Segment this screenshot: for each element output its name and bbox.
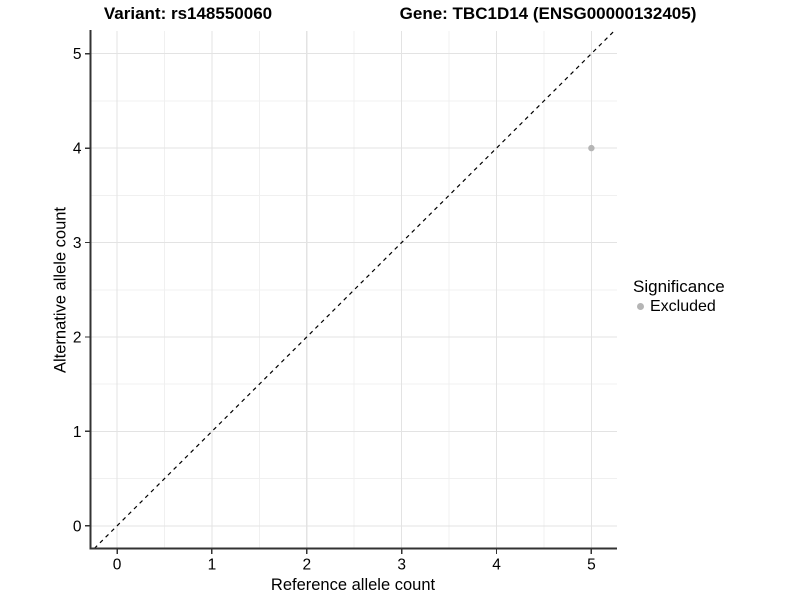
legend-title: Significance — [633, 277, 725, 296]
legend: Significance Excluded — [633, 277, 725, 315]
identity-line — [93, 30, 615, 549]
y-axis-title: Alternative allele count — [51, 206, 70, 374]
excluded-point-icon — [637, 303, 644, 310]
y-tick-label: 5 — [73, 46, 82, 63]
gene-title: Gene: TBC1D14 (ENSG00000132405) — [399, 4, 697, 23]
x-tick-label: 2 — [302, 557, 311, 574]
legend-item-label: Excluded — [650, 297, 716, 315]
x-axis-title: Reference allele count — [270, 576, 436, 594]
y-tick-label: 4 — [73, 141, 82, 158]
x-tick-label: 3 — [397, 557, 406, 574]
data-point — [588, 144, 595, 152]
x-tick-label: 4 — [492, 557, 501, 574]
variant-title: Variant: rs148550060 — [103, 4, 273, 23]
y-tick-label: 0 — [73, 518, 82, 535]
legend-item-excluded: Excluded — [633, 298, 725, 315]
x-tick-label: 5 — [587, 557, 596, 574]
x-tick-label: 1 — [208, 557, 217, 574]
y-tick-label: 3 — [73, 235, 82, 252]
y-tick-label: 2 — [73, 329, 82, 346]
y-tick-label: 1 — [73, 424, 82, 441]
x-tick-label: 0 — [113, 557, 122, 574]
